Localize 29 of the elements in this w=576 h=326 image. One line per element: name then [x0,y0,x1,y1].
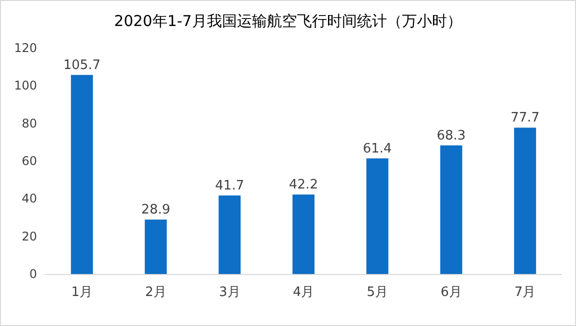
bar [440,145,462,274]
x-tick-label: 5月 [366,285,388,300]
x-tick-label: 1月 [71,285,93,300]
chart-title: 2020年1-7月我国运输航空飞行时间统计（万小时） [114,12,462,30]
y-tick-label: 100 [14,78,37,93]
y-tick-label: 120 [14,41,37,55]
bar [366,158,388,274]
y-tick-label: 40 [22,192,37,206]
x-tick-label: 2月 [145,285,166,300]
x-tick-label: 3月 [219,285,240,300]
data-label: 61.4 [362,141,392,156]
data-label: 28.9 [141,202,170,218]
data-label: 68.3 [436,128,466,144]
data-label: 77.7 [510,110,540,126]
y-tick-label: 60 [22,154,37,168]
x-tick-label: 7月 [514,285,536,300]
bar [514,128,536,274]
bar [292,194,314,274]
bar [70,74,93,274]
y-tick-label: 0 [29,267,37,281]
y-tick-label: 20 [22,229,37,244]
x-tick-label: 6月 [440,285,462,300]
data-label: 105.7 [63,58,101,73]
bar [144,220,167,274]
y-tick-label: 80 [22,116,37,130]
bar [218,195,241,274]
data-label: 41.7 [215,178,244,194]
x-tick-label: 4月 [292,285,314,300]
data-label: 42.2 [289,178,318,193]
